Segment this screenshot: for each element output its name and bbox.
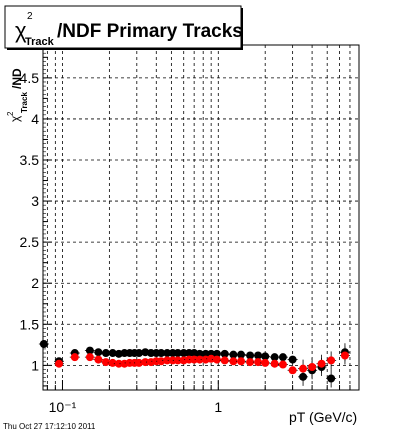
y-tick-label: 2.5	[20, 234, 40, 250]
data-point-red	[108, 358, 117, 367]
y-tick-label: 3.5	[20, 152, 40, 168]
data-point-red	[195, 355, 204, 364]
data-point-black	[212, 349, 221, 358]
data-point-red	[70, 353, 79, 362]
data-point-red	[85, 353, 94, 362]
data-point-red	[299, 364, 308, 373]
data-point-black	[195, 349, 204, 358]
y-tick-label: 2	[31, 275, 39, 291]
data-point-red	[212, 355, 221, 364]
data-point-black	[201, 349, 210, 358]
data-point-red	[278, 360, 287, 369]
data-point-black	[327, 374, 336, 383]
data-point-red	[261, 358, 270, 367]
data-point-black	[108, 349, 117, 358]
y-label-sub: Track	[20, 92, 29, 113]
data-point-black	[163, 349, 172, 358]
data-point-red	[254, 358, 263, 367]
y-tick-label: 4	[31, 111, 39, 127]
x-axis-label: pT (GeV/c)	[289, 409, 357, 425]
data-point-black	[85, 346, 94, 355]
y-label-rest: /ND	[10, 68, 24, 89]
data-point-black	[278, 353, 287, 362]
data-point-black	[157, 349, 166, 358]
data-point-red	[270, 359, 279, 368]
y-axis-label: χ 2 Track /ND	[6, 68, 29, 122]
title-text: /NDF Primary Tracks	[57, 21, 243, 42]
data-point-black	[237, 350, 246, 359]
data-point-red	[340, 351, 349, 360]
x-tick-label: 10⁻¹	[49, 399, 77, 415]
data-point-red	[288, 366, 297, 375]
title-box: χ 2 Track /NDF Primary Tracks	[4, 5, 243, 50]
timestamp: Thu Oct 27 17:12:10 2011	[3, 422, 96, 431]
data-point-red	[246, 358, 255, 367]
x-tick-label: 1	[214, 399, 222, 415]
data-point-red	[94, 355, 103, 364]
y-label-chi: χ	[8, 115, 22, 122]
data-point-red	[114, 359, 123, 368]
y-tick-label: 1	[31, 357, 39, 373]
y-tick-label: 4.5	[20, 70, 40, 86]
data-point-red	[54, 359, 63, 368]
data-point-black	[229, 350, 238, 359]
data-point-red	[173, 356, 182, 365]
y-label-sup: 2	[6, 111, 15, 116]
data-point-red	[101, 358, 110, 367]
y-tick-label: 1.5	[20, 316, 40, 332]
title-box-shadow-right	[241, 8, 243, 48]
data-point-red	[135, 358, 144, 367]
data-point-black	[101, 349, 110, 358]
data-point-red	[141, 358, 150, 367]
data-point-black	[39, 340, 48, 348]
data-point-red	[157, 357, 166, 366]
data-point-black	[270, 353, 279, 362]
data-points	[38, 340, 350, 388]
data-point-red	[327, 356, 336, 365]
data-point-black	[220, 349, 229, 358]
data-point-red	[190, 355, 199, 364]
title-box-frame	[4, 5, 242, 49]
data-point-black	[173, 349, 182, 358]
axis-ticks: 1 1.5 2 2.5 3 3.5 4 4.5 10⁻¹ 1	[20, 44, 360, 415]
data-point-red	[163, 356, 172, 365]
data-point-black	[288, 355, 297, 364]
data-point-red	[317, 359, 326, 368]
data-point-black	[135, 349, 144, 358]
data-point-black	[246, 351, 255, 360]
data-point-black	[254, 351, 263, 360]
data-point-red	[229, 357, 238, 366]
title-sup: 2	[27, 11, 33, 22]
data-point-red	[220, 356, 229, 365]
grid	[43, 45, 360, 390]
y-tick-label: 3	[31, 193, 39, 209]
title-box-shadow-bottom	[7, 48, 243, 50]
data-point-red	[237, 357, 246, 366]
data-point-black	[94, 348, 103, 357]
data-point-black	[261, 352, 270, 361]
data-point-red	[308, 363, 317, 371]
title-sub: Track	[25, 36, 55, 48]
title-chi: χ	[15, 18, 27, 43]
